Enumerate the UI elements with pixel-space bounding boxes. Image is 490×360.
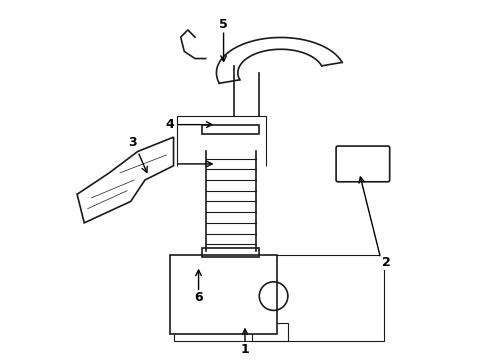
Text: 2: 2 (382, 256, 391, 269)
Text: 1: 1 (241, 343, 249, 356)
Text: 4: 4 (166, 118, 174, 131)
Text: 5: 5 (219, 18, 228, 31)
Bar (202, 125, 259, 134)
Text: 6: 6 (194, 291, 203, 305)
Text: 3: 3 (128, 136, 137, 149)
Bar (202, 248, 259, 257)
FancyBboxPatch shape (336, 146, 390, 182)
FancyBboxPatch shape (170, 255, 277, 334)
